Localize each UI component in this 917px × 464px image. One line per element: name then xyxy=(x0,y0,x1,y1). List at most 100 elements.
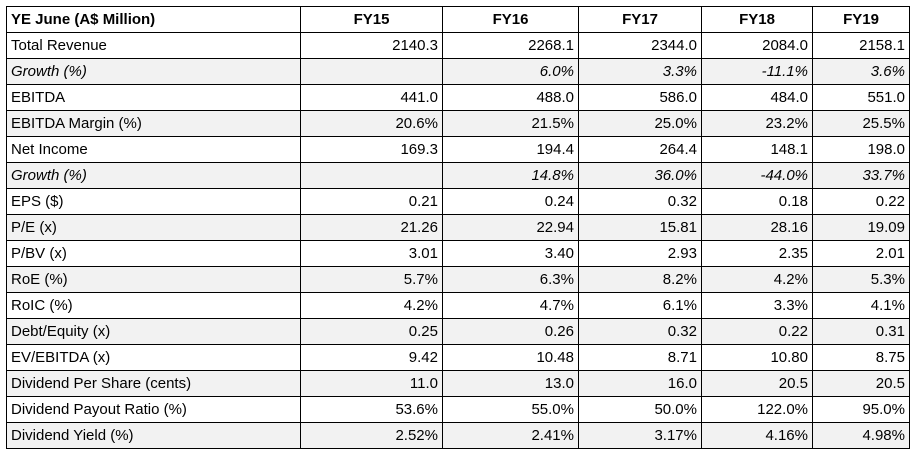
cell-fy16: 21.5% xyxy=(442,110,579,137)
cell-fy17: 15.81 xyxy=(578,214,702,241)
cell-fy17: 0.32 xyxy=(578,188,702,215)
table-row: P/E (x) 21.26 22.94 15.81 28.16 19.09 xyxy=(6,214,910,241)
cell-fy15: 2140.3 xyxy=(300,32,443,59)
table-row: RoE (%) 5.7% 6.3% 8.2% 4.2% 5.3% xyxy=(6,266,910,293)
header-fy19: FY19 xyxy=(812,6,910,33)
cell-fy19: 19.09 xyxy=(812,214,910,241)
cell-fy19: 0.31 xyxy=(812,318,910,345)
cell-fy16: 2268.1 xyxy=(442,32,579,59)
cell-fy16: 488.0 xyxy=(442,84,579,111)
cell-fy18: 148.1 xyxy=(701,136,813,163)
cell-fy19: 198.0 xyxy=(812,136,910,163)
table-row: EV/EBITDA (x) 9.42 10.48 8.71 10.80 8.75 xyxy=(6,344,910,371)
table-row: Debt/Equity (x) 0.25 0.26 0.32 0.22 0.31 xyxy=(6,318,910,345)
cell-fy17: 586.0 xyxy=(578,84,702,111)
row-label: P/E (x) xyxy=(6,214,301,241)
cell-fy15: 53.6% xyxy=(300,396,443,423)
cell-fy17: 3.3% xyxy=(578,58,702,85)
header-fy17: FY17 xyxy=(578,6,702,33)
row-label: Dividend Per Share (cents) xyxy=(6,370,301,397)
cell-fy19: 551.0 xyxy=(812,84,910,111)
cell-fy16: 4.7% xyxy=(442,292,579,319)
header-row: YE June (A$ Million) FY15 FY16 FY17 FY18… xyxy=(6,6,910,33)
cell-fy15: 11.0 xyxy=(300,370,443,397)
table-row: EBITDA Margin (%) 20.6% 21.5% 25.0% 23.2… xyxy=(6,110,910,137)
cell-fy17: 8.71 xyxy=(578,344,702,371)
cell-fy15: 0.25 xyxy=(300,318,443,345)
cell-fy17: 8.2% xyxy=(578,266,702,293)
cell-fy18: 20.5 xyxy=(701,370,813,397)
header-fy16: FY16 xyxy=(442,6,579,33)
cell-fy16: 2.41% xyxy=(442,422,579,449)
row-label: Dividend Payout Ratio (%) xyxy=(6,396,301,423)
row-label: EPS ($) xyxy=(6,188,301,215)
cell-fy18: -44.0% xyxy=(701,162,813,189)
cell-fy19: 2.01 xyxy=(812,240,910,267)
cell-fy18: 23.2% xyxy=(701,110,813,137)
cell-fy19: 4.1% xyxy=(812,292,910,319)
table-row: EPS ($) 0.21 0.24 0.32 0.18 0.22 xyxy=(6,188,910,215)
cell-fy18: 28.16 xyxy=(701,214,813,241)
cell-fy15: 21.26 xyxy=(300,214,443,241)
table-row: Dividend Per Share (cents) 11.0 13.0 16.… xyxy=(6,370,910,397)
cell-fy17: 16.0 xyxy=(578,370,702,397)
cell-fy19: 95.0% xyxy=(812,396,910,423)
cell-fy16: 6.3% xyxy=(442,266,579,293)
cell-fy16: 55.0% xyxy=(442,396,579,423)
cell-fy17: 6.1% xyxy=(578,292,702,319)
cell-fy18: 484.0 xyxy=(701,84,813,111)
cell-fy19: 0.22 xyxy=(812,188,910,215)
row-label: Growth (%) xyxy=(6,58,301,85)
cell-fy16: 22.94 xyxy=(442,214,579,241)
cell-fy18: 4.2% xyxy=(701,266,813,293)
cell-fy15: 9.42 xyxy=(300,344,443,371)
cell-fy16: 0.26 xyxy=(442,318,579,345)
cell-fy15 xyxy=(300,58,443,85)
cell-fy15: 3.01 xyxy=(300,240,443,267)
cell-fy17: 2344.0 xyxy=(578,32,702,59)
cell-fy16: 194.4 xyxy=(442,136,579,163)
cell-fy15: 5.7% xyxy=(300,266,443,293)
cell-fy17: 50.0% xyxy=(578,396,702,423)
row-label: EBITDA Margin (%) xyxy=(6,110,301,137)
row-label: RoIC (%) xyxy=(6,292,301,319)
cell-fy17: 2.93 xyxy=(578,240,702,267)
table-row: Total Revenue 2140.3 2268.1 2344.0 2084.… xyxy=(6,32,910,59)
table-row: Growth (%) 6.0% 3.3% -11.1% 3.6% xyxy=(6,58,910,85)
cell-fy17: 25.0% xyxy=(578,110,702,137)
cell-fy18: 3.3% xyxy=(701,292,813,319)
cell-fy18: 10.80 xyxy=(701,344,813,371)
row-label: RoE (%) xyxy=(6,266,301,293)
cell-fy19: 2158.1 xyxy=(812,32,910,59)
table-row: Growth (%) 14.8% 36.0% -44.0% 33.7% xyxy=(6,162,910,189)
row-label: P/BV (x) xyxy=(6,240,301,267)
table-row: Dividend Yield (%) 2.52% 2.41% 3.17% 4.1… xyxy=(6,422,910,449)
cell-fy15: 169.3 xyxy=(300,136,443,163)
cell-fy15: 0.21 xyxy=(300,188,443,215)
cell-fy15: 441.0 xyxy=(300,84,443,111)
cell-fy16: 6.0% xyxy=(442,58,579,85)
cell-fy16: 0.24 xyxy=(442,188,579,215)
cell-fy17: 264.4 xyxy=(578,136,702,163)
row-label: Dividend Yield (%) xyxy=(6,422,301,449)
cell-fy19: 8.75 xyxy=(812,344,910,371)
cell-fy18: 2.35 xyxy=(701,240,813,267)
header-fy18: FY18 xyxy=(701,6,813,33)
cell-fy19: 33.7% xyxy=(812,162,910,189)
cell-fy16: 14.8% xyxy=(442,162,579,189)
cell-fy15: 4.2% xyxy=(300,292,443,319)
cell-fy18: 0.22 xyxy=(701,318,813,345)
cell-fy15 xyxy=(300,162,443,189)
cell-fy19: 5.3% xyxy=(812,266,910,293)
row-label: Net Income xyxy=(6,136,301,163)
cell-fy19: 25.5% xyxy=(812,110,910,137)
cell-fy17: 0.32 xyxy=(578,318,702,345)
cell-fy19: 20.5 xyxy=(812,370,910,397)
cell-fy18: 0.18 xyxy=(701,188,813,215)
table-row: RoIC (%) 4.2% 4.7% 6.1% 3.3% 4.1% xyxy=(6,292,910,319)
table-row: Dividend Payout Ratio (%) 53.6% 55.0% 50… xyxy=(6,396,910,423)
cell-fy16: 13.0 xyxy=(442,370,579,397)
table-row: Net Income 169.3 194.4 264.4 148.1 198.0 xyxy=(6,136,910,163)
financial-summary-table: YE June (A$ Million) FY15 FY16 FY17 FY18… xyxy=(6,6,910,449)
header-fy15: FY15 xyxy=(300,6,443,33)
